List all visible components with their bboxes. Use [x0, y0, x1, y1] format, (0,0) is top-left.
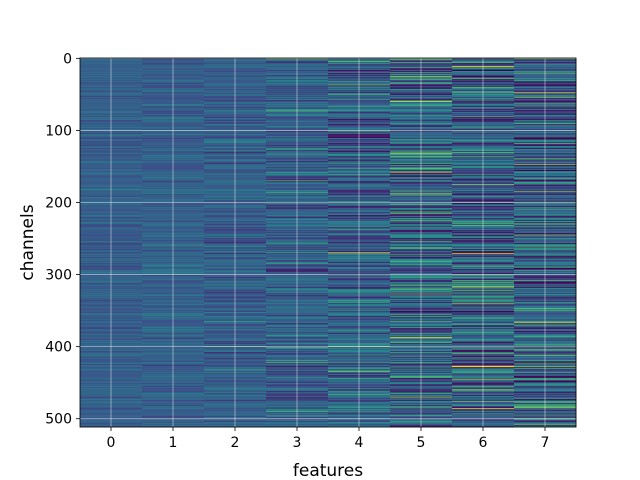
x-axis-ticks: 0 1 2 3 4 5 6 7 — [107, 427, 550, 451]
x-tick-label: 2 — [231, 435, 240, 451]
x-axis-label: features — [293, 461, 363, 480]
grid-lines — [80, 57, 576, 427]
y-axis-label: channels — [18, 204, 38, 280]
x-tick-label: 1 — [169, 435, 178, 451]
x-tick-label: 6 — [479, 435, 488, 451]
x-tick-label: 4 — [355, 435, 364, 451]
y-tick-label: 100 — [45, 123, 72, 139]
y-tick-label: 500 — [45, 412, 72, 428]
heatmap-cells — [80, 58, 577, 428]
y-tick-label: 200 — [45, 196, 72, 212]
x-tick-label: 5 — [417, 435, 426, 451]
x-tick-label: 3 — [293, 435, 302, 451]
y-tick-label: 400 — [45, 340, 72, 356]
y-axis-ticks: 0 100 200 300 400 500 — [45, 51, 80, 428]
x-tick-label: 7 — [541, 435, 550, 451]
y-tick-label: 300 — [45, 268, 72, 284]
plot-frame — [79, 57, 577, 428]
x-tick-label: 0 — [107, 435, 116, 451]
y-tick-label: 0 — [63, 51, 72, 67]
